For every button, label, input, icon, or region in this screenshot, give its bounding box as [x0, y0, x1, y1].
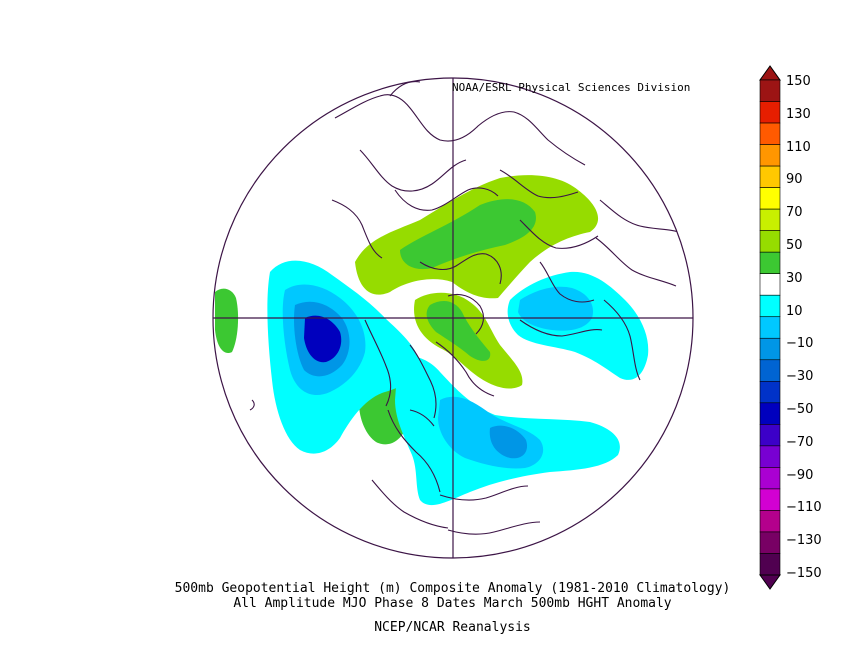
caption-line-3: NCEP/NCAR Reanalysis [374, 620, 531, 635]
colorbar [759, 65, 781, 590]
colorbar-box [759, 294, 781, 318]
colorbar-tick-label: 130 [786, 106, 811, 122]
colorbar-box [759, 144, 781, 167]
colorbar-tick-label: 50 [786, 238, 803, 253]
colorbar-box [759, 273, 781, 296]
colorbar-tick-label: −130 [786, 533, 822, 549]
colorbar-tick-label: −50 [786, 402, 814, 417]
colorbar-tick-label: 150 [786, 74, 811, 89]
colorbar-box [759, 165, 781, 188]
colorbar-top-triangle [759, 65, 781, 81]
colorbar-box [759, 531, 781, 554]
colorbar-tick-label: 10 [786, 303, 803, 319]
negative-anomaly-atlantic-50 [489, 425, 528, 459]
positive-anomaly-greenland-core [426, 300, 491, 361]
colorbar-box [759, 230, 781, 253]
colorbar-box [759, 337, 781, 361]
colorbar-tick-label: −70 [786, 434, 814, 450]
colorbar-tick-label: −150 [786, 566, 822, 581]
colorbar-tick-label: −110 [786, 500, 822, 516]
colorbar-tick-label: −90 [786, 467, 814, 483]
colorbar-box [759, 424, 781, 447]
map-frame [212, 77, 694, 559]
colorbar-box [759, 510, 781, 533]
caption-line-2: All Amplitude MJO Phase 8 Dates March 50… [233, 596, 672, 611]
colorbar-tick-label: −30 [786, 369, 814, 385]
colorbar-box [759, 488, 781, 511]
colorbar-box [759, 402, 781, 425]
colorbar-box [759, 79, 781, 102]
negative-anomaly-pacific-70 [304, 315, 342, 363]
colorbar-tick-label: 90 [786, 172, 803, 188]
colorbar-tick-label: 30 [786, 270, 803, 286]
colorbar-box [759, 101, 781, 124]
colorbar-box [759, 359, 781, 382]
colorbar-box [759, 187, 781, 210]
colorbar-box [759, 316, 781, 339]
colorbar-box [759, 445, 781, 468]
colorbar-box [759, 251, 781, 274]
colorbar-box [759, 381, 781, 404]
colorbar-box [759, 122, 781, 145]
colorbar-box [759, 208, 781, 231]
positive-anomaly-pacific-small [215, 288, 239, 354]
colorbar-bottom-triangle [759, 574, 781, 590]
colorbar-tick-label: −10 [786, 336, 814, 352]
colorbar-tick-label: 70 [786, 205, 803, 221]
colorbar-tick-label: 110 [786, 139, 811, 155]
map-content [215, 175, 649, 506]
positive-anomaly-arctic-core [400, 199, 536, 270]
negative-anomaly-europe-30 [518, 286, 594, 331]
coastlines [249, 81, 685, 535]
credit-label: NOAA/ESRL Physical Sciences Division [452, 81, 691, 94]
colorbar-box [759, 467, 781, 490]
colorbar-box [759, 553, 781, 576]
caption-line-1: 500mb Geopotential Height (m) Composite … [174, 581, 731, 596]
